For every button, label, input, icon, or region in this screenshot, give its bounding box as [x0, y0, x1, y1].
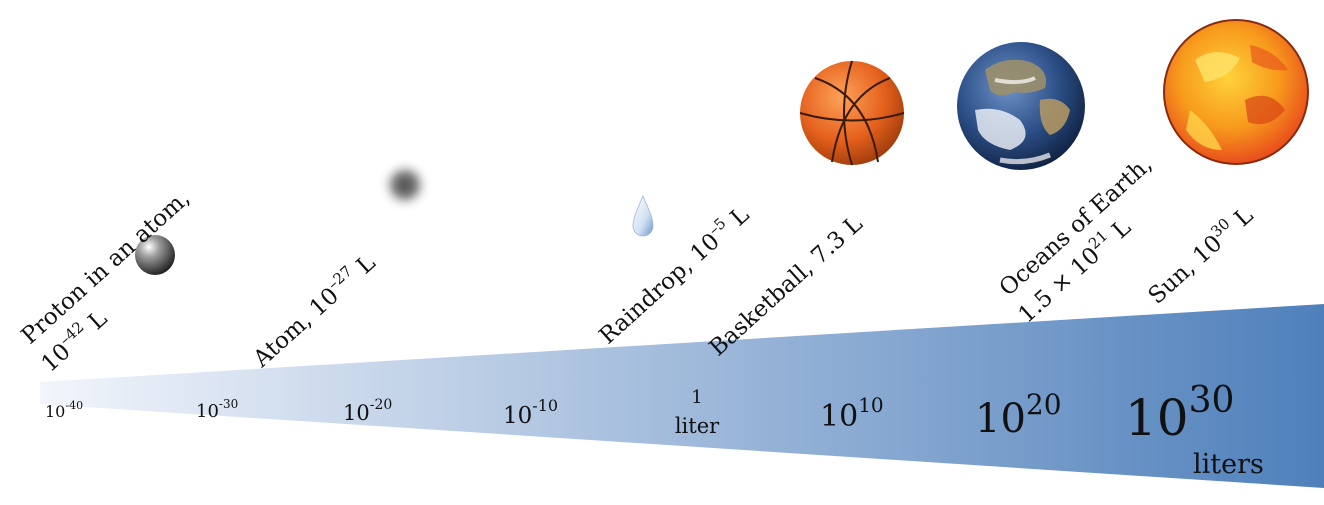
label-sun: Sun, 1030 L	[1141, 200, 1258, 310]
earth-icon	[957, 42, 1085, 170]
sphere-icon	[135, 235, 175, 275]
tick-label-1e-10: 10-10	[503, 396, 558, 429]
tick-label-1-liter-number: 1	[691, 387, 702, 408]
tick-label-1e10: 1010	[820, 393, 884, 434]
tick-label-1e-40: 10-40	[45, 399, 83, 421]
tick-label-1e30: 1030	[1125, 380, 1234, 447]
atom-blur-icon	[380, 160, 430, 210]
label-atom: Atom, 10–27 L	[245, 247, 380, 373]
raindrop-icon	[632, 194, 654, 237]
tick-label-1e20: 1020	[975, 388, 1062, 442]
scale-wedge	[40, 304, 1324, 488]
tick-label-1e-20: 10-20	[343, 397, 392, 425]
scale-ticks: 10-40 10-30 10-20 10-10 1 liter 1010 102…	[45, 380, 1264, 480]
tick-label-1e-30: 10-30	[196, 397, 238, 422]
sun-icon	[1163, 19, 1309, 165]
tick-label-liters: liters	[1193, 449, 1264, 480]
object-icons	[135, 19, 1309, 275]
tick-label-1-liter-unit: liter	[675, 414, 720, 438]
basketball-icon	[799, 60, 905, 166]
